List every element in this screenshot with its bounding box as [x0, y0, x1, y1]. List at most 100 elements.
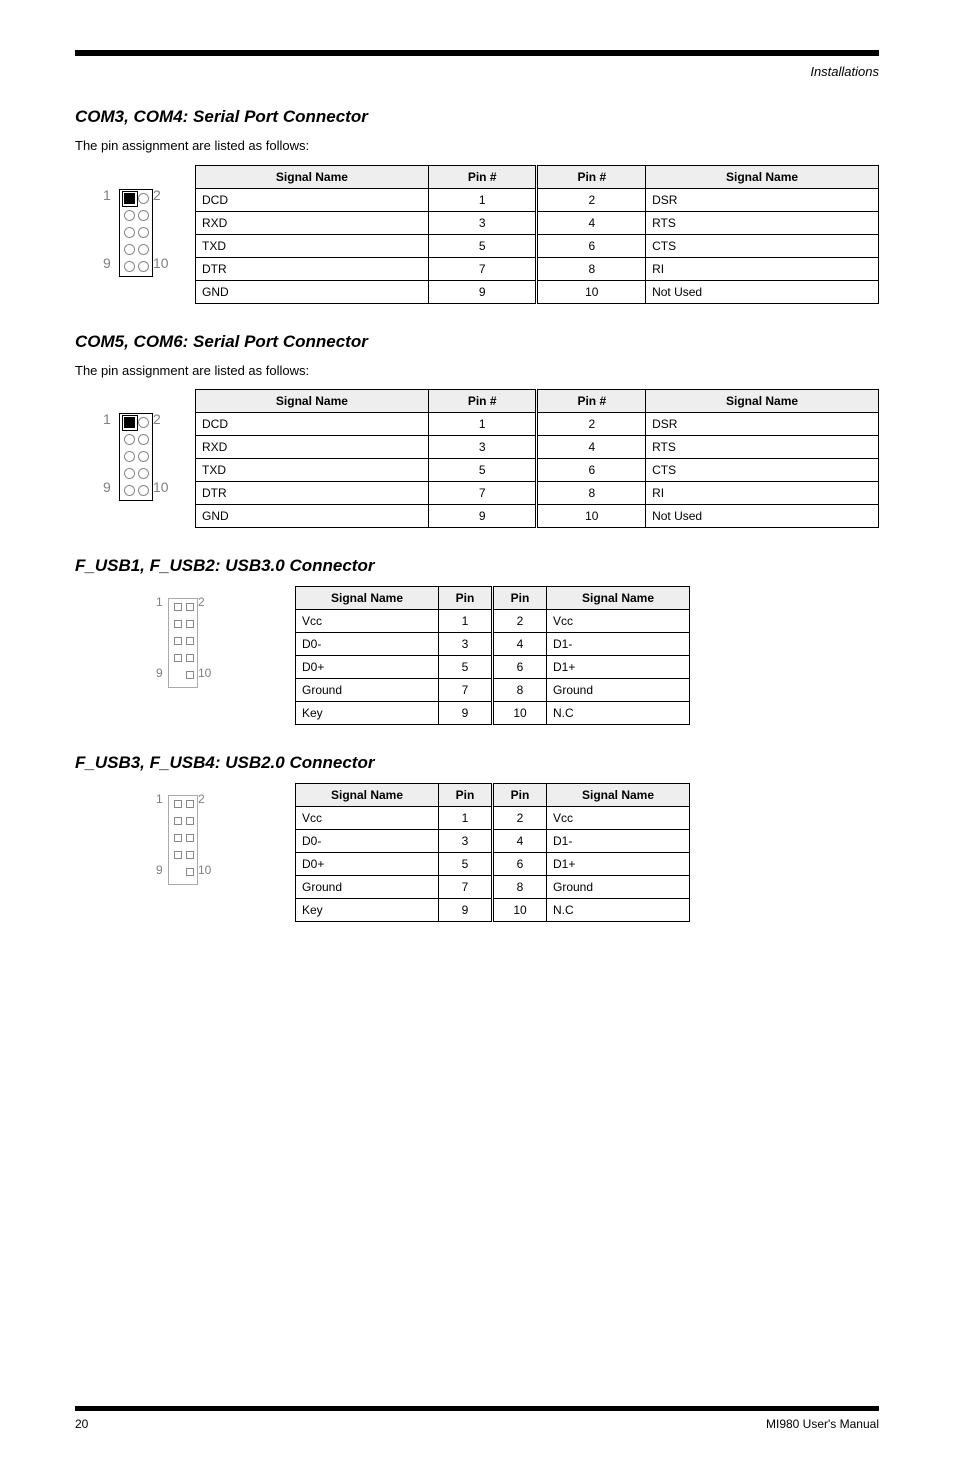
table-cell: 3 — [428, 436, 537, 459]
table-cell: Not Used — [646, 280, 879, 303]
table-row: Ground78Ground — [296, 679, 690, 702]
table-cell: RI — [646, 257, 879, 280]
table-row: Vcc12Vcc — [296, 610, 690, 633]
table-cell: 1 — [439, 807, 493, 830]
table-cell: 10 — [537, 280, 646, 303]
table-cell: D1- — [547, 830, 690, 853]
table-row: DTR78RI — [196, 482, 879, 505]
table-row: DCD12DSR — [196, 188, 879, 211]
footer-page: 20 — [75, 1417, 88, 1431]
table-cell: Vcc — [547, 807, 690, 830]
table-header: Pin — [439, 784, 493, 807]
table-cell: D0+ — [296, 853, 439, 876]
table-row: GND910Not Used — [196, 505, 879, 528]
table-row: TXD56CTS — [196, 234, 879, 257]
table-cell: 2 — [537, 413, 646, 436]
table-cell: 7 — [428, 257, 537, 280]
table-cell: 3 — [439, 633, 493, 656]
table-cell: 8 — [537, 257, 646, 280]
footer-rule — [75, 1406, 879, 1411]
pinout-table: Signal NamePin #Pin #Signal NameDCD12DSR… — [195, 165, 879, 304]
table-cell: 3 — [428, 211, 537, 234]
section-desc: The pin assignment are listed as follows… — [75, 137, 879, 155]
table-cell: 5 — [439, 853, 493, 876]
table-header: Pin # — [428, 165, 537, 188]
page-footer: 20 MI980 User's Manual — [75, 1406, 879, 1431]
table-cell: 4 — [537, 211, 646, 234]
table-cell: DSR — [646, 413, 879, 436]
table-cell: Ground — [296, 679, 439, 702]
table-cell: Ground — [547, 876, 690, 899]
table-cell: GND — [196, 505, 429, 528]
table-cell: D1+ — [547, 853, 690, 876]
table-cell: DSR — [646, 188, 879, 211]
table-cell: 3 — [439, 830, 493, 853]
table-cell: DCD — [196, 188, 429, 211]
table-cell: 5 — [428, 459, 537, 482]
table-cell: DTR — [196, 482, 429, 505]
table-cell: 6 — [493, 656, 547, 679]
table-cell: D0- — [296, 633, 439, 656]
table-cell: 7 — [439, 876, 493, 899]
table-cell: 2 — [493, 807, 547, 830]
table-header: Signal Name — [296, 587, 439, 610]
table-cell: D0+ — [296, 656, 439, 679]
table-cell: Vcc — [547, 610, 690, 633]
table-cell: 9 — [428, 280, 537, 303]
table-header: Signal Name — [296, 784, 439, 807]
usb-header-2x5-icon: 12910 — [140, 793, 230, 903]
table-row: D0+56D1+ — [296, 656, 690, 679]
table-cell: 6 — [537, 234, 646, 257]
table-cell: 4 — [537, 436, 646, 459]
table-cell: 6 — [537, 459, 646, 482]
table-header: Signal Name — [196, 390, 429, 413]
table-row: RXD34RTS — [196, 211, 879, 234]
table-row: D0+56D1+ — [296, 853, 690, 876]
section-desc: The pin assignment are listed as follows… — [75, 362, 879, 380]
section-title: COM3, COM4: Serial Port Connector — [75, 107, 879, 127]
table-cell: RTS — [646, 211, 879, 234]
table-cell: RTS — [646, 436, 879, 459]
table-header: Signal Name — [196, 165, 429, 188]
table-cell: 5 — [428, 234, 537, 257]
table-cell: RI — [646, 482, 879, 505]
table-cell: 4 — [493, 830, 547, 853]
section-title: COM5, COM6: Serial Port Connector — [75, 332, 879, 352]
table-header: Pin # — [537, 165, 646, 188]
table-cell: Vcc — [296, 807, 439, 830]
table-row: DTR78RI — [196, 257, 879, 280]
table-cell: 9 — [439, 702, 493, 725]
table-cell: N.C — [547, 702, 690, 725]
table-cell: 10 — [493, 702, 547, 725]
table-cell: 10 — [537, 505, 646, 528]
table-row: Key910N.C — [296, 702, 690, 725]
table-cell: CTS — [646, 234, 879, 257]
section-title: F_USB1, F_USB2: USB3.0 Connector — [75, 556, 879, 576]
table-cell: Ground — [547, 679, 690, 702]
pin-header-2x5-icon: 12910 — [95, 189, 175, 299]
table-row: Key910N.C — [296, 899, 690, 922]
table-cell: Key — [296, 702, 439, 725]
table-cell: Key — [296, 899, 439, 922]
table-cell: 1 — [428, 188, 537, 211]
table-cell: DTR — [196, 257, 429, 280]
table-header: Pin — [493, 587, 547, 610]
table-cell: 2 — [537, 188, 646, 211]
table-row: DCD12DSR — [196, 413, 879, 436]
table-cell: 10 — [493, 899, 547, 922]
table-cell: DCD — [196, 413, 429, 436]
table-cell: D0- — [296, 830, 439, 853]
pin-header-2x5-icon: 12910 — [95, 413, 175, 523]
table-row: D0-34D1- — [296, 830, 690, 853]
table-cell: 1 — [439, 610, 493, 633]
table-cell: 8 — [493, 679, 547, 702]
table-cell: GND — [196, 280, 429, 303]
table-cell: Vcc — [296, 610, 439, 633]
table-cell: 9 — [439, 899, 493, 922]
table-cell: TXD — [196, 459, 429, 482]
table-cell: RXD — [196, 436, 429, 459]
table-row: GND910Not Used — [196, 280, 879, 303]
table-cell: 6 — [493, 853, 547, 876]
footer-doc: MI980 User's Manual — [766, 1417, 879, 1431]
pinout-table: Signal NamePin #Pin #Signal NameDCD12DSR… — [195, 389, 879, 528]
